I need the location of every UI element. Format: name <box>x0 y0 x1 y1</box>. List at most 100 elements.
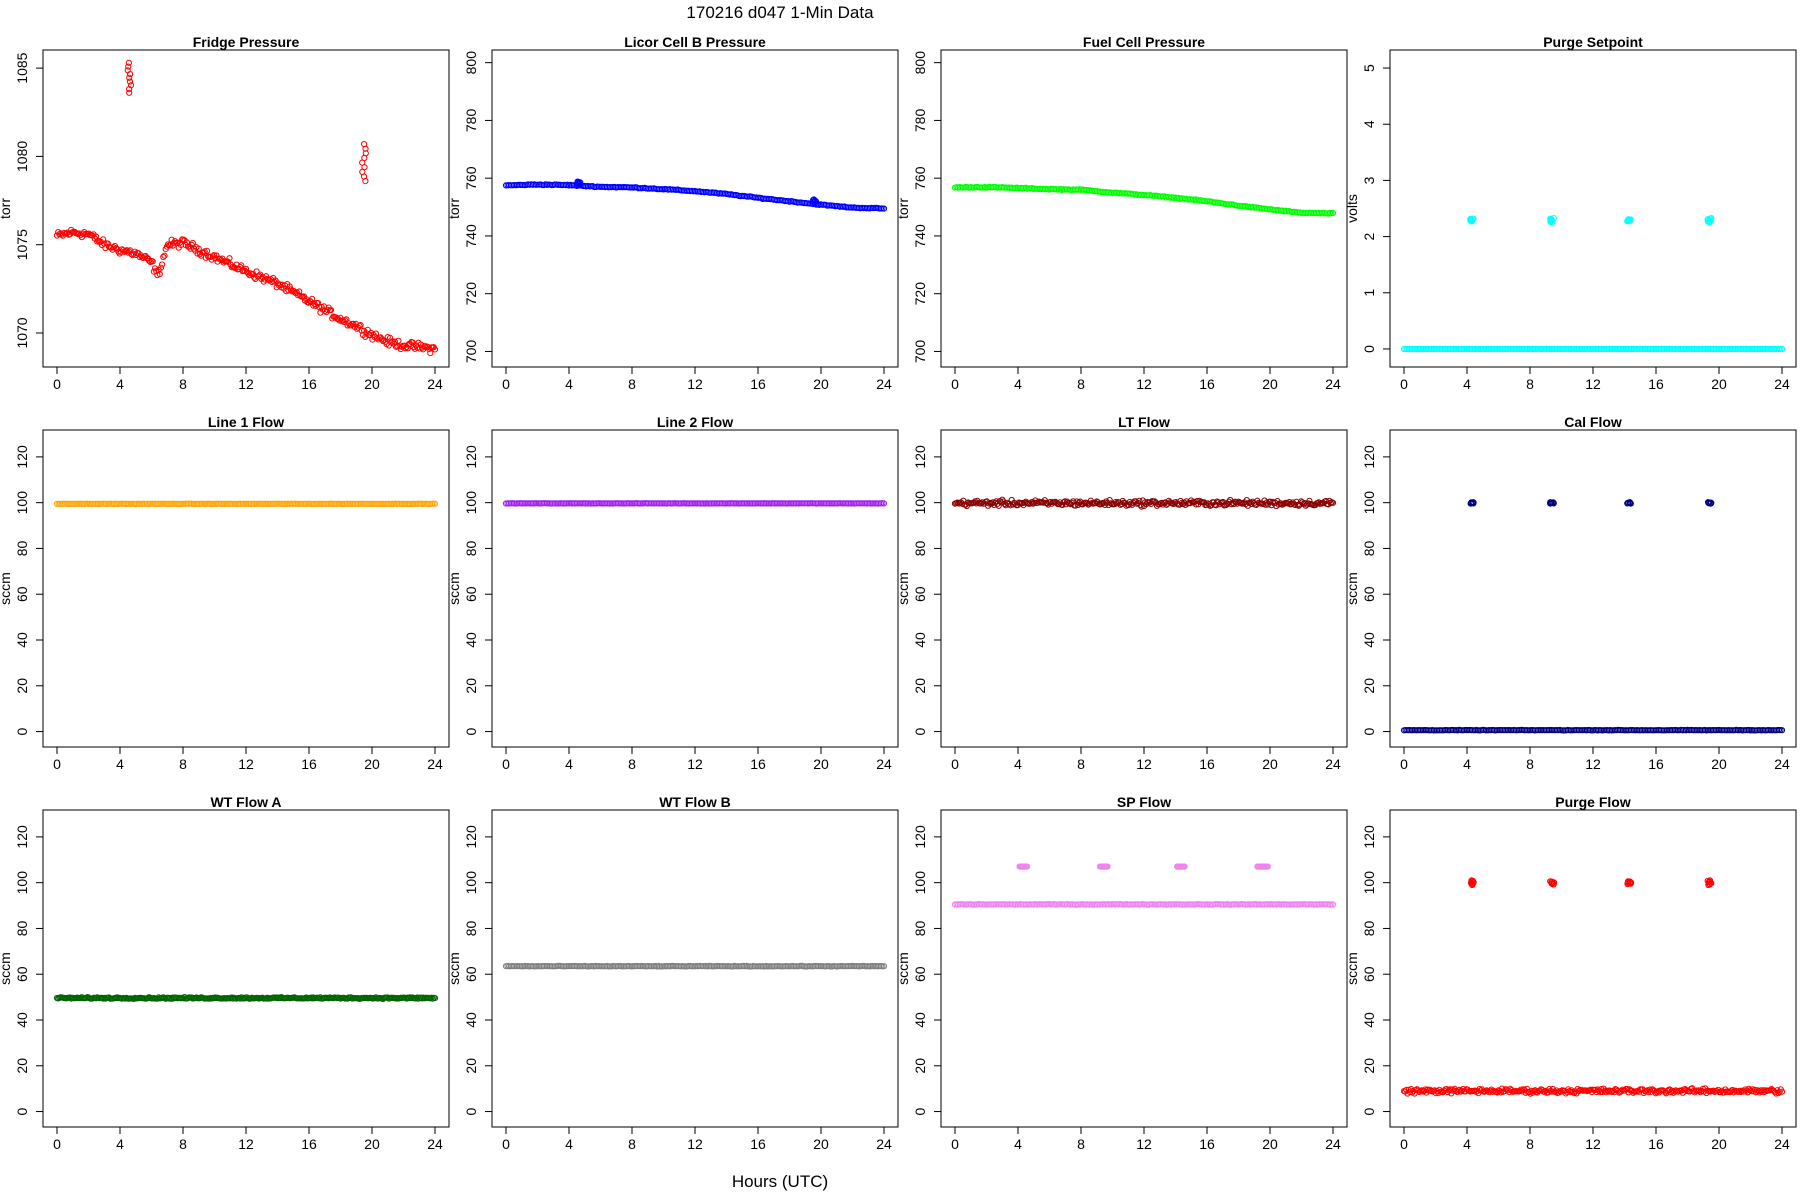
plot-frame <box>1389 49 1797 368</box>
y-tick-label: 120 <box>912 445 928 469</box>
x-tick-label: 0 <box>53 1136 61 1152</box>
data-point <box>342 317 349 324</box>
y-tick-label: 3 <box>1361 176 1377 184</box>
panel-title: SP Flow <box>1117 794 1171 810</box>
x-tick-label: 16 <box>750 376 766 392</box>
x-tick-label: 24 <box>1325 376 1341 392</box>
panel-licor-cell-b-pressure: Licor Cell B Pressure torr 0 4 8 12 16 20 24 700 7… <box>446 34 899 392</box>
data-point <box>1181 863 1188 870</box>
data-point <box>1625 216 1632 223</box>
figure-title: 170216 d047 1-Min Data <box>686 3 874 22</box>
data-point <box>1717 1088 1724 1096</box>
y-tick-label: 100 <box>14 871 30 895</box>
y-tick-label: 60 <box>14 586 30 602</box>
data-points <box>53 994 439 1003</box>
y-tick-label: 80 <box>912 540 928 556</box>
data-points <box>502 500 888 507</box>
x-tick-label: 16 <box>1199 376 1215 392</box>
y-tick-label: 20 <box>1361 678 1377 694</box>
y-tick-label: 0 <box>912 727 928 735</box>
plot-frame <box>940 429 1348 748</box>
data-points <box>1400 499 1786 734</box>
y-axis-label: sccm <box>446 572 462 605</box>
data-point <box>195 245 202 252</box>
x-tick-label: 8 <box>179 376 187 392</box>
y-tick-label: 80 <box>1361 540 1377 556</box>
data-point <box>1627 216 1634 223</box>
data-point <box>1138 503 1145 510</box>
x-tick-label: 12 <box>687 1136 703 1152</box>
y-axis-label: sccm <box>446 952 462 985</box>
data-point <box>160 253 167 261</box>
y-tick-label: 100 <box>1361 491 1377 515</box>
y-tick-label: 4 <box>1361 120 1377 128</box>
x-tick-label: 8 <box>1077 1136 1085 1152</box>
data-point <box>208 256 215 263</box>
y-tick-label: 120 <box>463 825 479 849</box>
y-tick-label: 1085 <box>14 52 30 83</box>
y-tick-label: 20 <box>912 1058 928 1074</box>
data-point <box>431 995 439 1002</box>
data-point <box>880 500 888 507</box>
plot-frame <box>940 809 1348 1128</box>
data-point <box>1773 1090 1780 1097</box>
panel-title: Cal Flow <box>1564 414 1622 430</box>
data-point <box>1327 499 1334 507</box>
data-point <box>286 283 293 290</box>
data-point <box>125 63 132 70</box>
x-tick-label: 24 <box>876 376 892 392</box>
y-tick-label: 700 <box>912 340 928 364</box>
y-axis-label: torr <box>895 198 911 219</box>
data-point <box>238 262 245 269</box>
y-tick-label: 700 <box>463 340 479 364</box>
data-point <box>203 247 211 254</box>
data-points <box>53 59 439 357</box>
x-tick-label: 12 <box>687 756 703 772</box>
data-point <box>1778 727 1786 734</box>
x-tick-label: 24 <box>1325 756 1341 772</box>
panel-wt-flow-b: WT Flow B sccm 0 4 8 12 16 20 24 0 20 40 60 80 100 120 <box>446 794 899 1152</box>
x-tick-label: 24 <box>427 1136 443 1152</box>
data-point <box>157 264 165 271</box>
x-tick-label: 4 <box>1014 1136 1022 1152</box>
plot-frame <box>42 809 450 1128</box>
x-tick-label: 4 <box>1463 1136 1471 1152</box>
x-tick-label: 16 <box>1648 376 1664 392</box>
x-tick-label: 0 <box>502 1136 510 1152</box>
data-point <box>1470 215 1477 222</box>
y-tick-label: 100 <box>14 491 30 515</box>
data-point <box>1625 878 1632 885</box>
x-tick-label: 8 <box>179 756 187 772</box>
data-point <box>1778 345 1786 353</box>
y-tick-label: 20 <box>1361 1058 1377 1074</box>
panel-cal-flow: Cal Flow sccm 0 4 8 12 16 20 24 0 20 40 60 80 100 120 <box>1344 414 1797 772</box>
y-axis-label: sccm <box>895 572 911 605</box>
x-tick-label: 24 <box>427 376 443 392</box>
data-point <box>216 255 224 262</box>
x-tick-label: 8 <box>1526 376 1534 392</box>
x-tick-label: 4 <box>1463 376 1471 392</box>
data-point <box>126 74 133 81</box>
data-point <box>226 255 233 262</box>
y-axis-label: sccm <box>1344 572 1360 605</box>
y-tick-label: 780 <box>912 109 928 133</box>
x-tick-label: 4 <box>565 756 573 772</box>
y-tick-label: 120 <box>14 825 30 849</box>
data-point <box>1329 499 1337 506</box>
data-point <box>339 317 346 324</box>
data-point <box>242 265 250 272</box>
panel-line-1-flow: Line 1 Flow sccm 0 4 8 12 16 20 24 0 20 40 60 80 100 12… <box>0 414 450 772</box>
data-point <box>1705 499 1712 506</box>
data-point <box>1737 1088 1744 1096</box>
data-point <box>128 82 135 89</box>
data-point <box>1329 209 1337 216</box>
data-point <box>1778 1088 1786 1095</box>
y-tick-label: 760 <box>463 166 479 190</box>
x-tick-label: 12 <box>1585 1136 1601 1152</box>
data-point <box>94 238 101 245</box>
y-tick-label: 80 <box>912 920 928 936</box>
y-tick-label: 40 <box>463 1012 479 1028</box>
x-tick-label: 20 <box>1711 376 1727 392</box>
x-tick-label: 24 <box>1774 1136 1790 1152</box>
